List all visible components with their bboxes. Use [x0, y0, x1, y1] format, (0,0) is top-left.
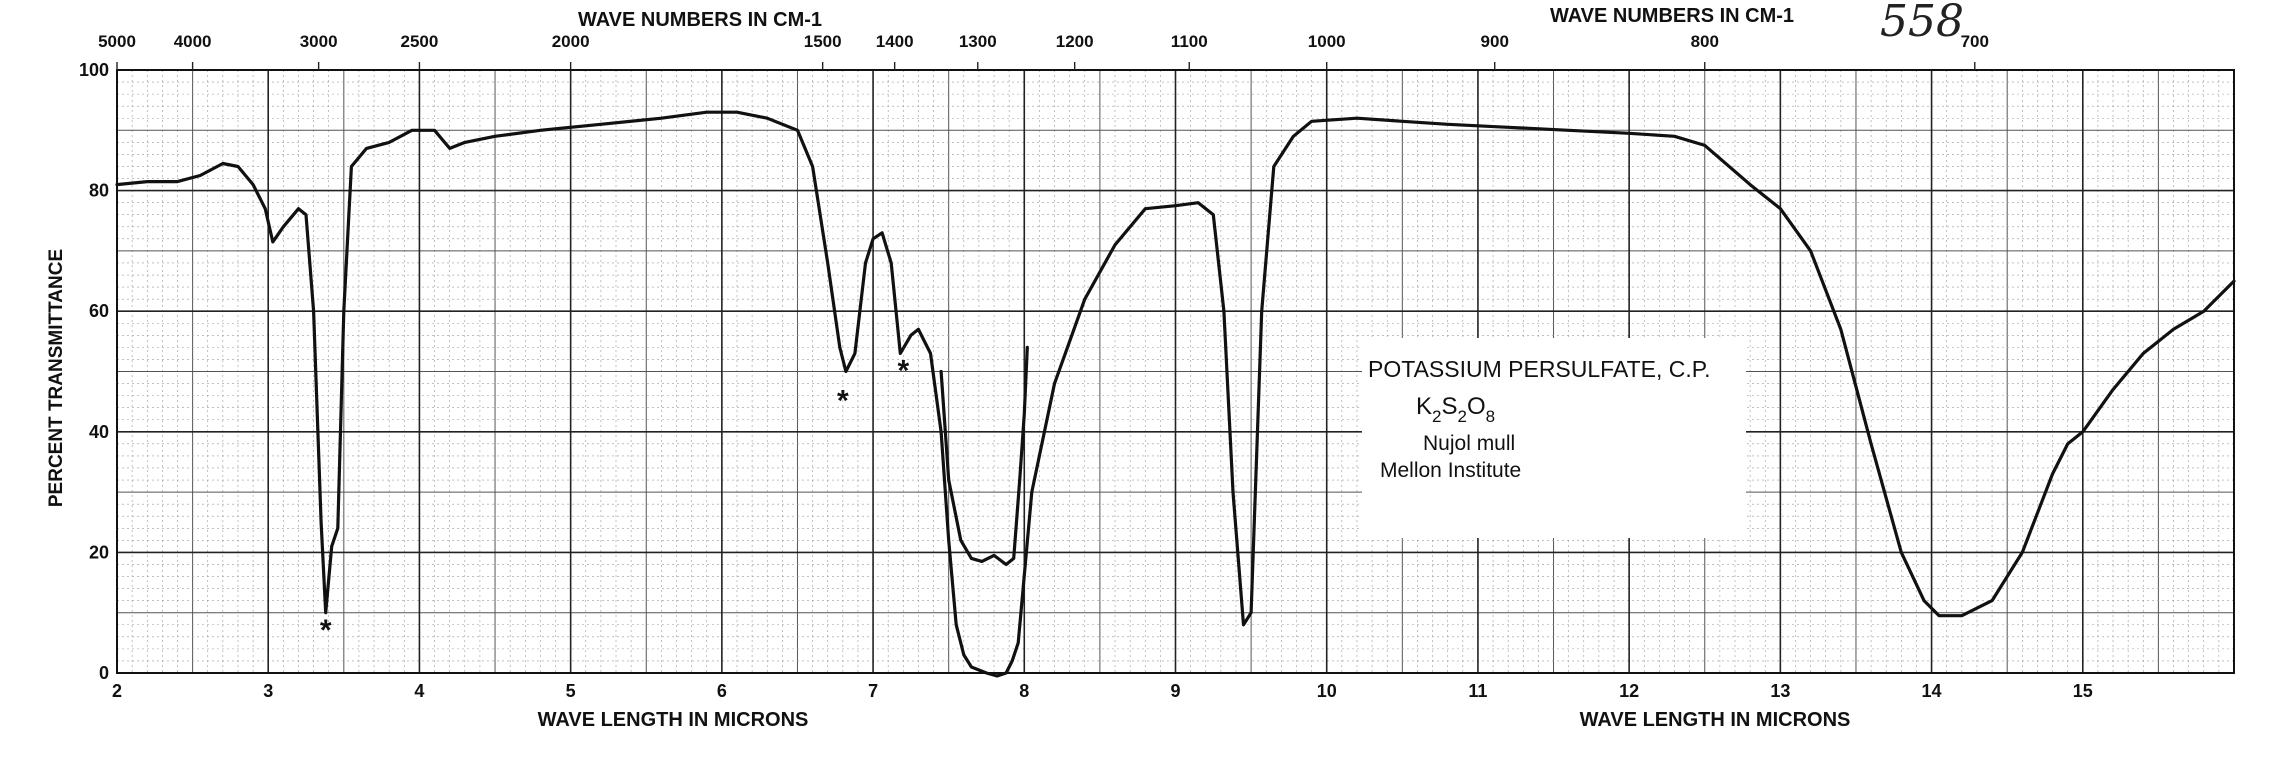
top-tick-label: 700	[1961, 32, 1989, 51]
annotation-medium: Nujol mull	[1423, 432, 1515, 455]
asterisk-marker: *	[897, 355, 909, 388]
series-layer	[115, 110, 2236, 678]
y-tick-label: 100	[79, 60, 109, 80]
top-tick-label: 3000	[300, 32, 338, 51]
top-axis-label-right: WAVE NUMBERS IN CM-1	[1550, 5, 1794, 27]
y-tick-label: 0	[99, 663, 109, 683]
spectrum-trace-secondary	[939, 345, 1029, 567]
x-tick-labels: 2 3 4 5 6 7 8 9 10 11 12 13 14 15	[112, 681, 2093, 701]
top-tick-label: 1000	[1308, 32, 1346, 51]
top-tick-label: 4000	[174, 32, 212, 51]
asterisk-marker: *	[837, 385, 849, 418]
x-tick-label: 13	[1770, 681, 1790, 701]
plot-frame	[116, 69, 2235, 674]
spectrum-trace-main	[115, 110, 2236, 678]
x-tick-label: 2	[112, 681, 122, 701]
page-number: 558	[1880, 0, 1964, 47]
x-tick-label: 11	[1468, 681, 1487, 701]
x-tick-label: 15	[2073, 681, 2093, 701]
x-tick-label: 5	[566, 681, 576, 701]
top-tick-labels: 5000 4000 3000 2500 2000 1500 1400 1300 1200 1100…	[98, 32, 1989, 70]
top-tick-label: 1500	[804, 32, 842, 51]
x-tick-label: 3	[263, 681, 273, 701]
top-tick-label: 1100	[1171, 32, 1208, 51]
top-axis-label-left: WAVE NUMBERS IN CM-1	[578, 9, 822, 31]
y-tick-label: 40	[89, 422, 109, 442]
x-tick-label: 7	[868, 681, 878, 701]
top-tick-label: 800	[1691, 32, 1719, 51]
x-tick-label: 4	[414, 681, 424, 701]
x-tick-label: 6	[717, 681, 727, 701]
x-tick-label: 14	[1922, 681, 1942, 701]
x-tick-label: 8	[1019, 681, 1029, 701]
x-axis-label-right: WAVE LENGTH IN MICRONS	[1580, 709, 1851, 731]
top-tick-label: 2500	[401, 32, 439, 51]
y-tick-label: 60	[89, 301, 109, 321]
x-tick-label: 12	[1619, 681, 1639, 701]
marker-layer: * * *	[320, 355, 910, 647]
y-tick-label: 80	[89, 181, 109, 201]
asterisk-marker: *	[320, 614, 332, 647]
x-tick-label: 10	[1317, 681, 1337, 701]
y-axis-label: PERCENT TRANSMITTANCE	[46, 249, 67, 507]
top-tick-label: 1400	[876, 32, 914, 51]
top-tick-label: 5000	[98, 32, 136, 51]
x-axis-label-left: WAVE LENGTH IN MICRONS	[538, 709, 809, 731]
top-tick-label: 1200	[1056, 32, 1094, 51]
annotation-compound: POTASSIUM PERSULFATE, C.P.	[1368, 356, 1711, 382]
top-tick-label: 900	[1481, 32, 1509, 51]
top-tick-label: 1300	[959, 32, 997, 51]
top-tick-label: 2000	[552, 32, 590, 51]
y-tick-labels: 0 20 40 60 80 100	[79, 60, 109, 683]
y-tick-label: 20	[89, 542, 109, 562]
x-tick-label: 9	[1170, 681, 1180, 701]
annotation-box: POTASSIUM PERSULFATE, C.P. K2S2O8 Nujol …	[1362, 338, 1746, 538]
annotation-source: Mellon Institute	[1380, 459, 1521, 482]
